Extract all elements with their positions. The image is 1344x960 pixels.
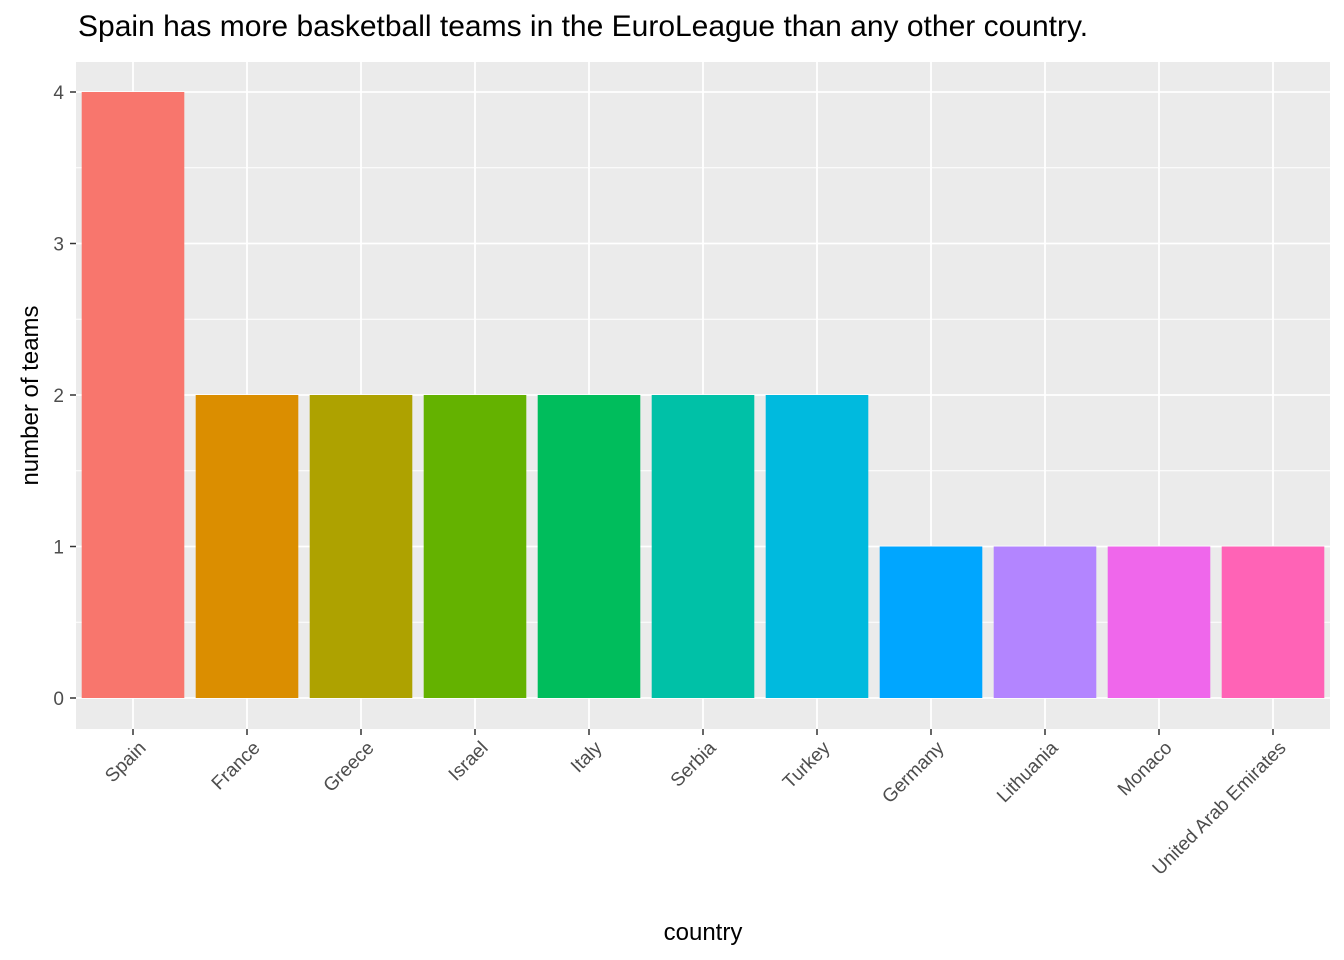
x-tick-label: Serbia: [667, 737, 721, 791]
x-tick-label: Greece: [320, 738, 379, 797]
chart-title: Spain has more basketball teams in the E…: [78, 10, 1089, 43]
x-tick-label: Israel: [445, 738, 493, 786]
x-tick-label: France: [208, 738, 265, 795]
x-tick-label: Lithuania: [993, 737, 1063, 807]
bar-spain: [81, 92, 185, 698]
y-axis: 0 1 2 3 4: [53, 83, 76, 710]
bar-lithuania: [993, 546, 1097, 698]
bar-turkey: [765, 395, 869, 698]
x-tick-label: Turkey: [779, 737, 835, 793]
x-axis: Spain France Greece Israel Italy Serbia Turkey…: [101, 729, 1291, 879]
x-tick-label: Monaco: [1114, 738, 1177, 801]
bar-israel: [423, 395, 527, 698]
y-tick-label: 0: [53, 689, 64, 710]
bar-germany: [879, 546, 983, 698]
y-tick-label: 4: [53, 83, 64, 104]
bar-united-arab-emirates: [1221, 546, 1325, 698]
x-tick-label: Germany: [878, 737, 948, 807]
bar-monaco: [1107, 546, 1211, 698]
y-axis-title: number of teams: [17, 305, 44, 485]
y-tick-label: 3: [53, 235, 64, 256]
bar-serbia: [651, 395, 755, 698]
x-tick-label: Italy: [567, 737, 607, 777]
bars: [81, 92, 1325, 698]
y-tick-label: 2: [53, 386, 64, 407]
bar-france: [195, 395, 299, 698]
x-tick-label: Spain: [101, 738, 150, 787]
x-axis-title: country: [664, 919, 743, 946]
bar-greece: [309, 395, 413, 698]
bar-italy: [537, 395, 641, 698]
y-tick-label: 1: [53, 538, 64, 559]
